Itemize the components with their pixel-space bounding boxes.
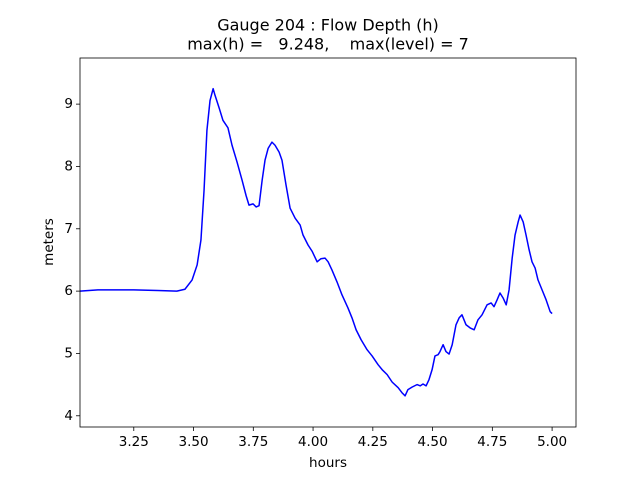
x-tick-label: 3.75 xyxy=(238,434,268,450)
x-tick-label: 4.00 xyxy=(298,434,328,450)
y-tick-label: 7 xyxy=(64,221,73,237)
plot-frame xyxy=(79,57,577,428)
y-tick-label: 6 xyxy=(64,283,73,299)
y-tick-label: 4 xyxy=(64,408,73,424)
y-tick-label: 8 xyxy=(64,158,73,174)
y-tick-label: 9 xyxy=(64,96,73,112)
chart-title: Gauge 204 : Flow Depth (h) xyxy=(217,16,439,35)
x-tick-label: 5.00 xyxy=(537,434,567,450)
data-line xyxy=(79,87,553,397)
y-tick-label: 5 xyxy=(64,345,73,361)
y-axis-label: meters xyxy=(41,218,57,266)
x-tick-label: 4.25 xyxy=(358,434,388,450)
x-tick-label: 3.50 xyxy=(179,434,209,450)
x-axis-label: hours xyxy=(309,455,347,471)
x-tick-label: 4.50 xyxy=(418,434,448,450)
x-tick-label: 3.25 xyxy=(119,434,149,450)
chart-subtitle: max(h) = 9.248, max(level) = 7 xyxy=(187,35,469,54)
x-tick-label: 4.75 xyxy=(477,434,507,450)
